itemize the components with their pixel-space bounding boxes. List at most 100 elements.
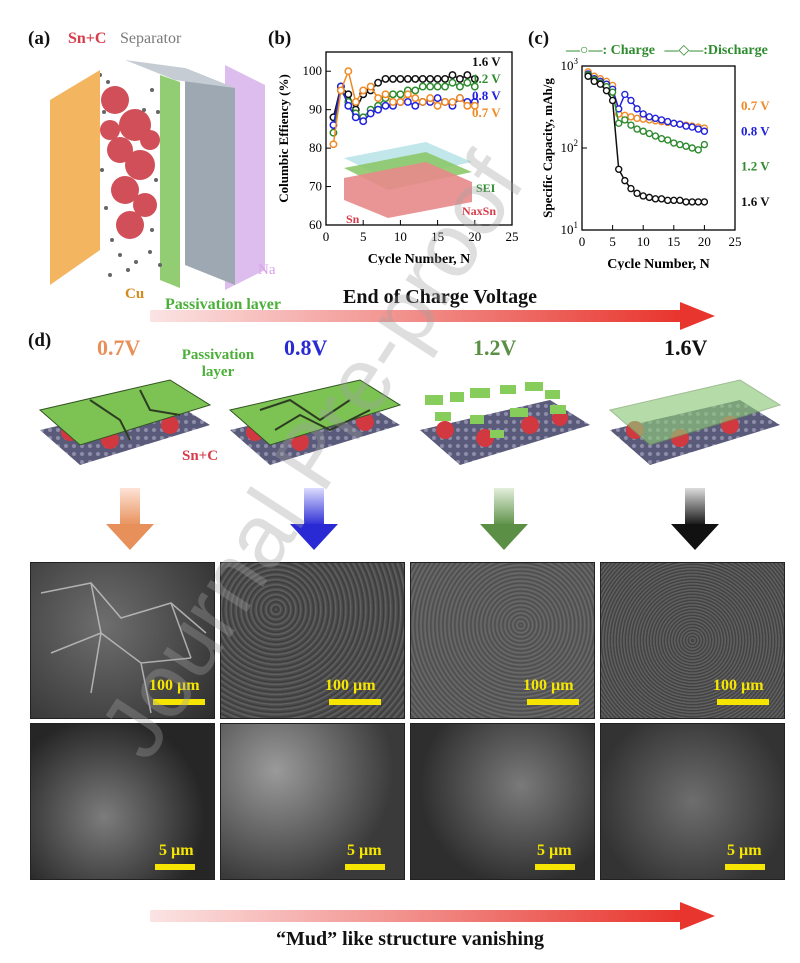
data-point xyxy=(426,94,435,103)
panel-d-label: (d) xyxy=(28,330,52,351)
cu-label: Cu xyxy=(125,286,145,302)
x-axis-label: Cycle Number, N xyxy=(368,252,471,265)
data-point xyxy=(403,98,412,106)
data-point xyxy=(688,198,696,206)
battery-schematic xyxy=(50,60,265,290)
legend-charge-marker: —○— xyxy=(566,43,603,58)
separator-layer xyxy=(185,68,235,285)
inset-sn-label: Sn xyxy=(346,212,360,226)
series-label: 1.6 V xyxy=(741,194,770,209)
inset-naxsn-label: NaxSn xyxy=(462,204,496,218)
specific-capacity-chart: 0 5 10 15 20 25 101 102 103 Cycle Number, N Specif… xyxy=(540,58,770,270)
layer-illustrations xyxy=(38,379,782,465)
data-point xyxy=(359,117,368,126)
y-tick-label: 100 xyxy=(303,63,323,78)
data-point xyxy=(418,98,427,106)
x-tick-label: 25 xyxy=(506,229,519,244)
data-point xyxy=(651,195,660,203)
scale-bar-0-7-bottom xyxy=(155,864,195,870)
data-point xyxy=(688,144,696,152)
y-tick-label: 70 xyxy=(309,179,322,194)
data-point xyxy=(645,113,654,121)
data-point xyxy=(455,94,464,103)
legend-charge-label: : Charge xyxy=(602,43,655,58)
x-tick-label: 5 xyxy=(360,229,367,244)
data-point xyxy=(627,184,635,193)
layer-1-2v xyxy=(420,382,590,465)
layer-0-8v xyxy=(228,379,402,465)
sem-image-1-6v-5um: 5 µm xyxy=(600,723,785,880)
data-point xyxy=(621,90,629,99)
data-point xyxy=(411,86,420,95)
data-point xyxy=(645,129,654,138)
inset-sei-label: SEI xyxy=(476,181,496,195)
data-point xyxy=(418,74,427,83)
data-point xyxy=(441,98,449,106)
sn-particles xyxy=(100,86,160,239)
data-point xyxy=(676,120,684,128)
series-label: 0.7 V xyxy=(472,105,501,120)
legend-charge: —○—: Charge —◇—:Discharge xyxy=(566,42,768,59)
data-point xyxy=(651,114,660,123)
scale-label-0-7-top: 100 µm xyxy=(149,677,200,694)
data-point xyxy=(433,74,442,83)
data-point xyxy=(682,198,690,206)
data-point xyxy=(463,78,472,87)
data-point xyxy=(682,142,690,150)
voltage-label-0-7: 0.7V xyxy=(97,335,141,360)
scale-bar-0-8-top xyxy=(329,699,381,705)
sem-image-0-7v-100um: 100 µm xyxy=(30,562,215,719)
x-tick-label: 15 xyxy=(667,234,680,249)
data-point xyxy=(396,90,405,99)
x-axis-label: Cycle Number, N xyxy=(607,257,710,270)
na-label: Na xyxy=(258,262,276,278)
x-tick-label: 10 xyxy=(637,234,650,249)
sn-c-label-d: Sn+C xyxy=(182,448,219,464)
data-point xyxy=(645,193,654,202)
data-point xyxy=(366,109,375,118)
y-axis-label: Specific Capacity, mAh/g xyxy=(540,78,555,218)
data-point xyxy=(441,82,449,91)
y-tick-label: 80 xyxy=(309,140,322,155)
series-line-3 xyxy=(587,75,705,203)
data-point xyxy=(676,140,684,149)
data-point xyxy=(418,82,427,91)
data-point xyxy=(663,196,672,205)
data-point xyxy=(455,74,464,83)
y-tick-label: 90 xyxy=(309,102,322,117)
data-point xyxy=(676,196,684,205)
separator-label: Separator xyxy=(120,30,182,47)
y-tick-label: 60 xyxy=(309,217,322,232)
sei-inset xyxy=(344,142,472,218)
sem-image-1-2v-100um: 100 µm xyxy=(410,562,595,719)
data-point xyxy=(455,82,464,91)
data-point xyxy=(621,176,629,185)
x-tick-label: 15 xyxy=(431,229,444,244)
sn-c-label: Sn+C xyxy=(68,30,107,47)
passivation-label-a: Passivation layer xyxy=(165,296,281,313)
data-point xyxy=(700,127,709,135)
data-point xyxy=(366,82,375,91)
data-point xyxy=(411,74,420,83)
y-axis-label: Columbic Effiency (%) xyxy=(276,74,291,203)
data-point xyxy=(615,119,623,128)
data-point xyxy=(433,101,442,110)
data-point xyxy=(470,74,479,83)
data-point xyxy=(694,146,702,154)
data-point xyxy=(651,132,660,140)
data-point xyxy=(608,88,617,96)
data-point xyxy=(396,74,405,83)
down-arrow-1-6 xyxy=(671,488,719,550)
voltage-label-1-6: 1.6V xyxy=(664,335,708,360)
cu-foil xyxy=(50,70,100,285)
data-point xyxy=(448,98,457,106)
data-point xyxy=(663,136,672,144)
x-tick-label: 20 xyxy=(468,229,481,244)
scale-bar-0-8-bottom xyxy=(345,864,385,870)
data-point xyxy=(608,96,617,105)
data-point xyxy=(433,82,442,91)
data-point xyxy=(596,80,605,88)
data-point xyxy=(470,82,479,91)
bottom-arrow-title: “Mud” like structure vanishing xyxy=(276,928,544,950)
series-label: 1.6 V xyxy=(472,54,501,69)
